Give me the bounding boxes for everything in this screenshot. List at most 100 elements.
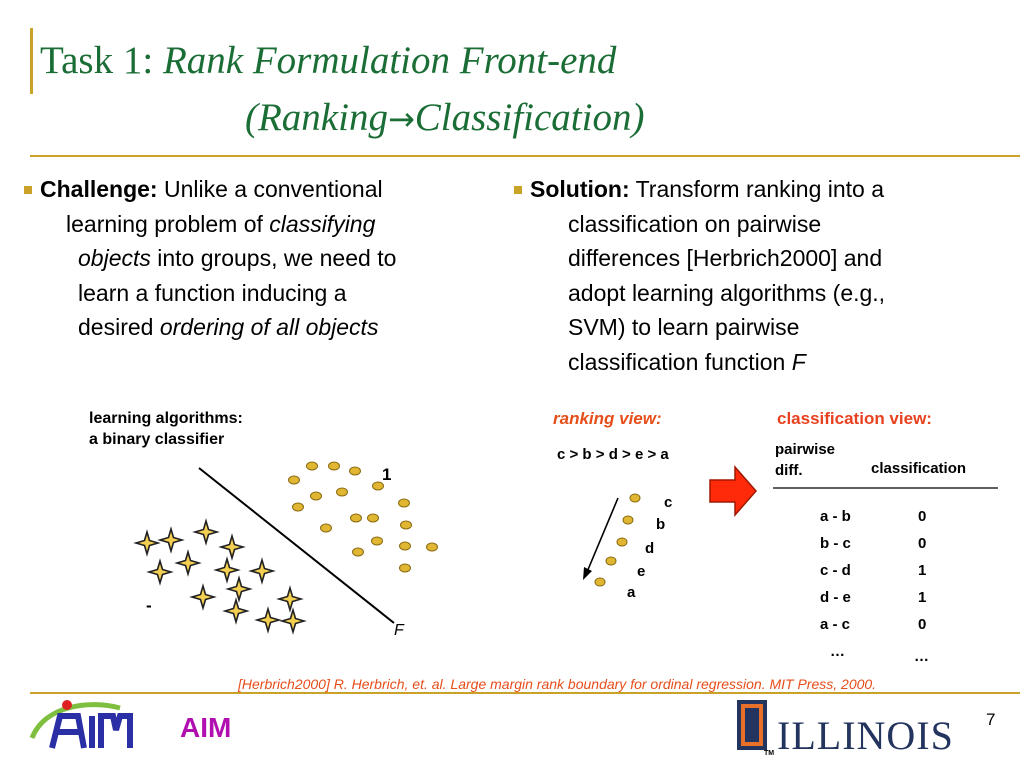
illinois-wordmark: ILLINOIS bbox=[777, 713, 954, 758]
ranking-view-title: ranking view: bbox=[553, 409, 662, 428]
rank-item-label: a bbox=[627, 584, 636, 601]
challenge-line5: desired bbox=[78, 314, 160, 340]
solution-text: Solution: Transform ranking into a class… bbox=[530, 172, 885, 379]
slide-title-line2: (Ranking→Classification) bbox=[245, 95, 644, 140]
table-cell-class: 0 bbox=[918, 616, 927, 633]
negative-class-label: - bbox=[146, 596, 152, 615]
positive-point bbox=[320, 523, 332, 533]
ranking-order-arrow bbox=[586, 497, 619, 573]
positive-point bbox=[352, 547, 364, 557]
positive-point bbox=[328, 461, 340, 471]
solution-function-f: F bbox=[791, 348, 806, 375]
positive-point bbox=[367, 513, 379, 523]
rank-item-label: c bbox=[664, 494, 673, 511]
negative-points bbox=[135, 520, 305, 633]
challenge-line4: learn a function inducing a bbox=[78, 279, 347, 306]
positive-point bbox=[398, 498, 410, 508]
ranking-order-text: c > b > d > e > a bbox=[557, 446, 669, 463]
table-cell-pair: a - c bbox=[820, 616, 851, 633]
negative-point bbox=[278, 587, 302, 611]
aim-logo-icon bbox=[29, 700, 133, 749]
aim-label: AIM bbox=[180, 712, 232, 743]
table-cell-class: … bbox=[914, 648, 929, 665]
negative-point bbox=[159, 528, 183, 552]
rank-item-label: e bbox=[637, 563, 646, 580]
function-f-label: F bbox=[394, 622, 404, 639]
challenge-line2-italic: classifying bbox=[269, 210, 376, 237]
negative-point bbox=[176, 551, 200, 575]
negative-point bbox=[256, 608, 280, 632]
negative-point bbox=[135, 531, 159, 555]
positive-point bbox=[426, 542, 438, 552]
positive-point bbox=[371, 536, 383, 546]
ranked-object-point bbox=[622, 515, 634, 525]
positive-point bbox=[372, 481, 384, 491]
ranked-object-point bbox=[594, 577, 606, 587]
reference-citation: [Herbrich2000] R. Herbrich, et. al. Larg… bbox=[238, 676, 877, 692]
positive-point bbox=[336, 487, 348, 497]
right-arrow-icon: → bbox=[387, 100, 415, 138]
challenge-label: Challenge: bbox=[40, 176, 158, 202]
table-cell-class: 1 bbox=[918, 589, 927, 606]
decision-boundary-line bbox=[198, 467, 395, 624]
ranked-object-point bbox=[629, 493, 641, 503]
positive-point bbox=[399, 563, 411, 573]
classification-header: classification bbox=[871, 460, 967, 477]
bullet-icon bbox=[514, 186, 522, 194]
positive-point bbox=[310, 491, 322, 501]
positive-point bbox=[306, 461, 318, 471]
title-accent-bar bbox=[30, 28, 33, 94]
negative-point bbox=[148, 560, 172, 584]
classifier-label-line1: learning algorithms: bbox=[89, 410, 243, 427]
positive-point bbox=[350, 513, 362, 523]
title-ranking: (Ranking bbox=[245, 96, 388, 139]
ranked-object-point bbox=[616, 537, 628, 547]
solution-line6: classification function bbox=[568, 348, 792, 375]
table-cell-pair: a - b bbox=[820, 508, 851, 525]
title-classification: Classification) bbox=[414, 96, 645, 139]
table-cell-pair: d - e bbox=[820, 589, 851, 606]
solution-line2: classification on pairwise bbox=[568, 210, 822, 237]
table-cell-pair: c - d bbox=[820, 562, 851, 579]
footer-divider bbox=[30, 692, 1020, 694]
solution-line4: adopt learning algorithms (e.g., bbox=[568, 279, 886, 306]
positive-point bbox=[399, 541, 411, 551]
trademark-mark: TM bbox=[764, 750, 775, 757]
challenge-line2: learning problem of bbox=[66, 210, 270, 237]
solution-line1: Transform ranking into a bbox=[629, 176, 885, 202]
ranked-object-point bbox=[605, 556, 617, 566]
challenge-text: Challenge: Unlike a conventional learnin… bbox=[40, 172, 396, 345]
challenge-line5-italic: ordering of all objects bbox=[159, 314, 379, 340]
positive-point bbox=[400, 520, 412, 530]
challenge-line3: into groups, we need to bbox=[150, 245, 397, 271]
classifier-label-line2: a binary classifier bbox=[89, 431, 225, 448]
challenge-line1: Unlike a conventional bbox=[157, 176, 383, 202]
solution-label: Solution: bbox=[530, 176, 630, 202]
table-cell-class: 1 bbox=[918, 562, 927, 579]
bullet-icon bbox=[24, 186, 32, 194]
rank-item-label: d bbox=[645, 540, 655, 557]
table-cell-pair: … bbox=[830, 643, 845, 660]
slide-title: Task 1: Rank Formulation Front-end bbox=[40, 38, 616, 83]
arrowhead-icon bbox=[583, 567, 592, 580]
positive-point bbox=[288, 475, 300, 485]
solution-line5: SVM) to learn pairwise bbox=[568, 314, 800, 340]
negative-point bbox=[215, 558, 239, 582]
page-number: 7 bbox=[986, 710, 996, 729]
ranking-points bbox=[594, 493, 641, 587]
positive-class-label: 1 bbox=[382, 465, 392, 484]
classification-view-title: classification view: bbox=[777, 409, 932, 428]
positive-point bbox=[349, 466, 361, 476]
negative-point bbox=[191, 585, 215, 609]
positive-point bbox=[292, 502, 304, 512]
solution-line3: differences [Herbrich2000] and bbox=[568, 245, 883, 271]
negative-point bbox=[227, 577, 251, 601]
negative-point bbox=[281, 609, 305, 633]
table-cell-class: 0 bbox=[918, 508, 927, 525]
pairwise-header-line1: pairwise bbox=[775, 441, 836, 458]
title-divider bbox=[30, 155, 1020, 157]
transform-arrow-icon bbox=[709, 465, 757, 517]
title-prefix: Task 1: bbox=[40, 39, 163, 82]
negative-point bbox=[220, 535, 244, 559]
